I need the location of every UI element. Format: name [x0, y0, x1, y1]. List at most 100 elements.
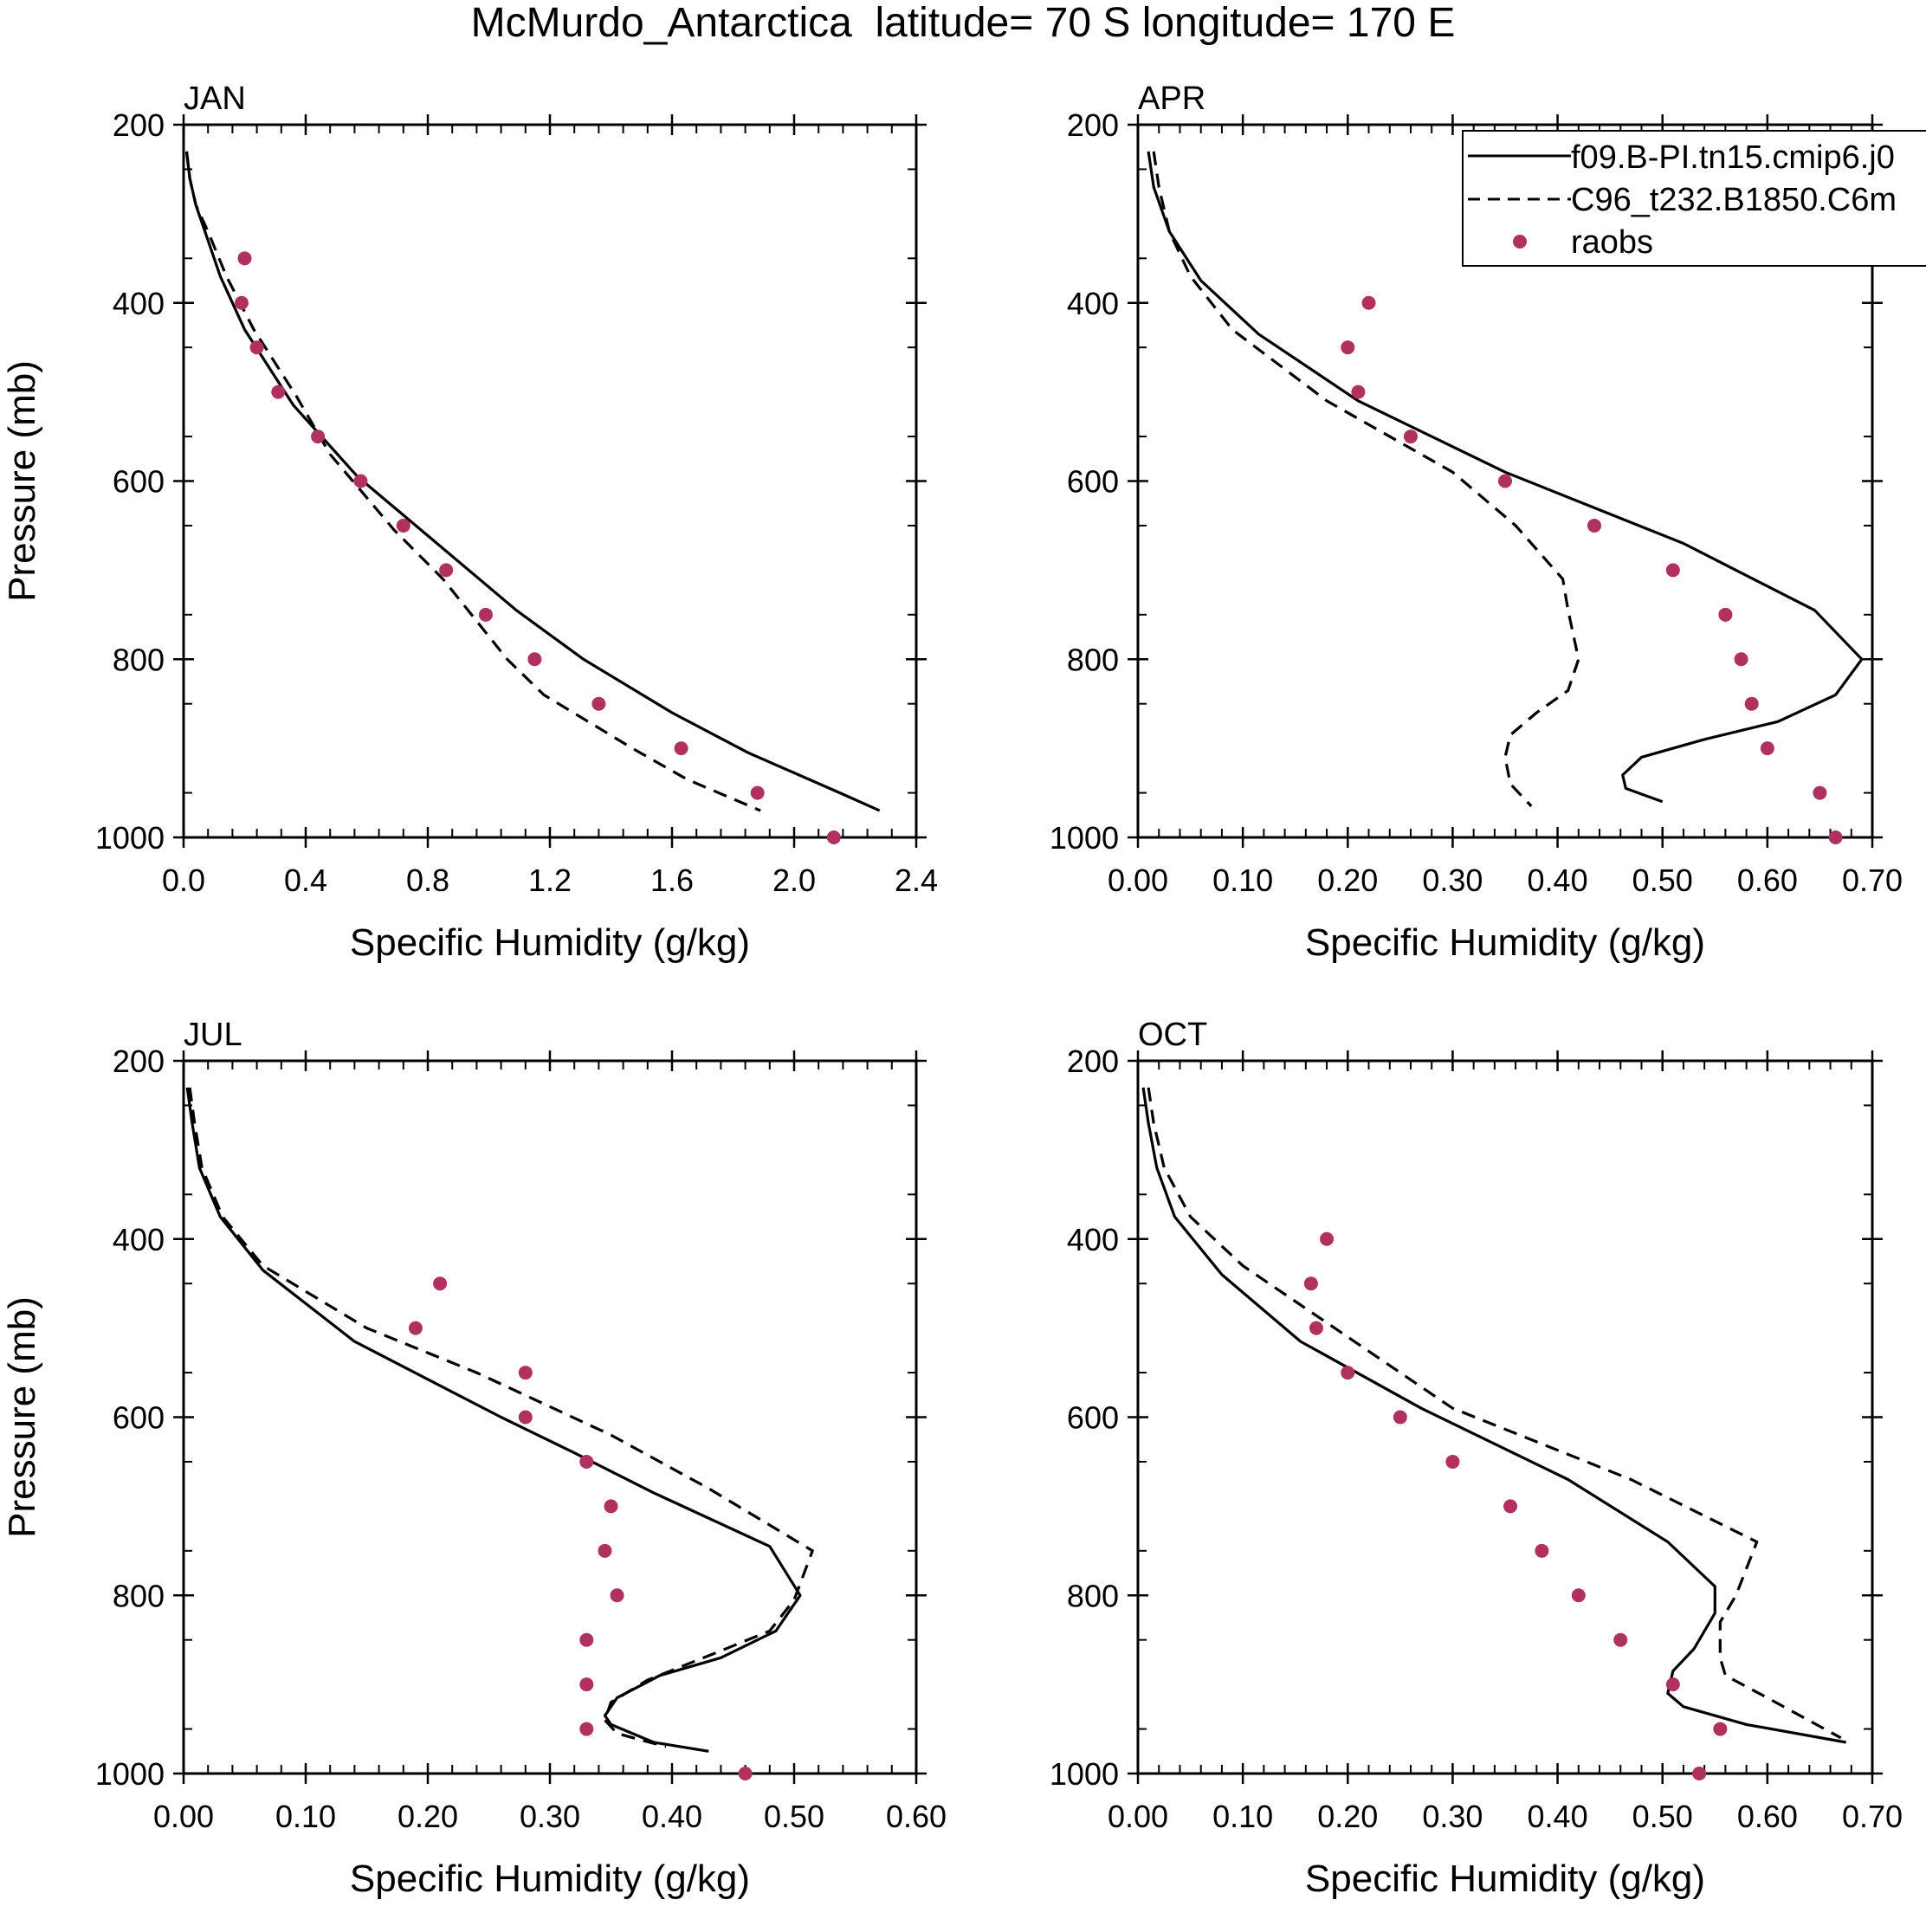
dashed-model-line — [1147, 1087, 1842, 1740]
raobs-point — [527, 652, 542, 667]
y-tick-label: 800 — [113, 642, 165, 677]
y-tick-label: 800 — [1067, 642, 1119, 677]
raobs-point — [1828, 830, 1843, 844]
y-tick-label: 600 — [113, 464, 165, 500]
raobs-point — [353, 474, 368, 488]
figure-title: McMurdo_Antarctica latitude= 70 S longit… — [471, 0, 1456, 46]
x-tick-label: 0.10 — [1212, 863, 1273, 898]
x-tick-label: 0.30 — [1422, 1799, 1483, 1834]
raobs-point — [1713, 1722, 1728, 1736]
plot-frame — [1136, 1059, 1874, 1775]
y-tick-label: 200 — [1067, 1044, 1119, 1079]
solid-model-line — [185, 1087, 802, 1753]
raobs-point — [1665, 563, 1680, 578]
y-axis-label: Pressure (mb) — [1, 360, 43, 602]
raobs-point — [826, 830, 841, 844]
raobs-point — [750, 785, 765, 800]
raobs-point — [439, 563, 454, 578]
legend-obs-marker — [1513, 235, 1527, 249]
x-tick-label: 0.00 — [1108, 1799, 1168, 1834]
x-tick-label: 0.8 — [406, 863, 449, 898]
raobs-point — [1320, 1231, 1335, 1246]
x-tick-label: 2.0 — [772, 863, 816, 898]
dashed-model-line — [184, 151, 761, 812]
x-tick-label: 0.00 — [1108, 863, 1168, 898]
y-axis-label: Pressure (mb) — [1, 1296, 43, 1538]
raobs-point — [1571, 1588, 1586, 1603]
x-tick-label: 0.4 — [284, 863, 327, 898]
raobs-point — [579, 1454, 594, 1469]
raobs-point — [610, 1588, 624, 1603]
x-tick-label: 1.2 — [528, 863, 572, 898]
raobs-point — [579, 1632, 594, 1647]
y-tick-label: 800 — [113, 1578, 165, 1613]
dashed-model-line — [1152, 151, 1580, 808]
y-tick-label: 1000 — [1050, 1756, 1119, 1792]
x-tick-label: 0.40 — [642, 1799, 702, 1834]
legend: f09.B-PI.tn15.cmip6.j0 C96_t232.B1850.C6… — [1462, 130, 1926, 267]
x-tick-label: 0.30 — [1422, 863, 1483, 898]
panel-apr: APR 200 400 600 800 1000 0.00 0.10 0.20 0.30 0.40 0… — [1050, 81, 1903, 964]
legend-label-solid: f09.B-PI.tn15.cmip6.j0 — [1571, 139, 1895, 176]
panel-title: JAN — [184, 81, 246, 117]
raobs-point — [1718, 607, 1733, 622]
x-tick-label: 0.60 — [1737, 863, 1798, 898]
raobs-point — [738, 1767, 753, 1780]
y-tick-label: 400 — [1067, 1222, 1119, 1257]
x-tick-label: 0.20 — [1317, 1799, 1378, 1834]
raobs-point — [1445, 1454, 1460, 1469]
legend-frame — [1462, 130, 1926, 267]
panel-jul: JUL 200 400 600 800 1000 0.00 0.10 0.20 0.30 0.40 0… — [1, 1017, 947, 1900]
y-tick-label: 600 — [1067, 1400, 1119, 1436]
x-axis-label: Specific Humidity (g/kg) — [1305, 921, 1705, 964]
y-tick-label: 200 — [113, 107, 165, 143]
panel-title: APR — [1138, 81, 1205, 117]
raobs-point — [1613, 1632, 1628, 1647]
x-tick-label: 0.50 — [764, 1799, 824, 1834]
raobs-point — [1303, 1276, 1318, 1291]
y-tick-label: 400 — [113, 286, 165, 321]
raobs-point — [674, 741, 688, 756]
x-axis-label: Specific Humidity (g/kg) — [1305, 1858, 1705, 1900]
x-tick-label: 0.10 — [1212, 1799, 1273, 1834]
raobs-point — [1341, 340, 1355, 355]
raobs-point — [579, 1722, 594, 1736]
raobs-point — [591, 696, 606, 711]
raobs-point — [1403, 430, 1418, 444]
raobs-point — [1498, 474, 1512, 488]
raobs-point — [604, 1499, 618, 1514]
x-tick-label: 0.30 — [520, 1799, 580, 1834]
raobs-point — [579, 1677, 594, 1692]
y-tick-label: 200 — [113, 1044, 165, 1079]
x-tick-label: 0.40 — [1528, 863, 1588, 898]
raobs-point — [271, 384, 286, 399]
raobs-point — [1351, 384, 1366, 399]
y-tick-label: 600 — [113, 1400, 165, 1436]
raobs-point — [518, 1410, 533, 1425]
y-tick-label: 400 — [1067, 286, 1119, 321]
raobs-point — [1813, 785, 1827, 800]
y-tick-label: 200 — [1067, 107, 1119, 143]
raobs-point — [1309, 1321, 1323, 1335]
panel-oct: OCT 200 400 600 800 1000 0.00 0.10 0.20 0.30 0.40 0… — [1050, 1017, 1903, 1900]
panel-title: OCT — [1138, 1017, 1207, 1053]
plot-frame — [182, 1059, 918, 1775]
legend-label-dashed: C96_t232.B1850.C6m — [1571, 182, 1897, 218]
y-tick-label: 400 — [113, 1222, 165, 1257]
raobs-point — [1665, 1677, 1680, 1692]
solid-model-line — [1141, 1087, 1846, 1744]
x-tick-label: 0.70 — [1842, 1799, 1903, 1834]
x-tick-label: 0.70 — [1842, 863, 1903, 898]
y-tick-label: 600 — [1067, 464, 1119, 500]
raobs-point — [1587, 518, 1601, 533]
x-axis-label: Specific Humidity (g/kg) — [350, 921, 750, 964]
x-axis-label: Specific Humidity (g/kg) — [350, 1858, 750, 1900]
solid-model-line — [1147, 151, 1864, 804]
legend-label-obs: raobs — [1571, 224, 1653, 261]
raobs-point — [234, 295, 249, 310]
raobs-point — [433, 1276, 448, 1291]
raobs-point — [237, 251, 252, 266]
dashed-model-line — [188, 1087, 814, 1748]
raobs-point — [408, 1321, 423, 1335]
